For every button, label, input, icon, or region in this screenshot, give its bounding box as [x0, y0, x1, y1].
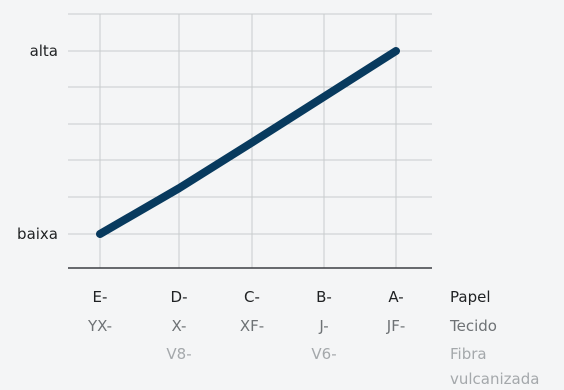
x-label-fibre: V6-	[311, 345, 336, 363]
x-label-cloth: YX-	[87, 317, 112, 335]
y-tick-label: baixa	[17, 225, 58, 243]
x-label-cloth: J-	[318, 317, 328, 335]
row-label-cloth: Tecido	[449, 317, 497, 335]
x-label-cloth: XF-	[240, 317, 264, 335]
y-axis-ticks: baixa alta	[17, 42, 58, 243]
row-label-paper: Papel	[450, 288, 490, 306]
x-label-cloth: X-	[172, 317, 187, 335]
x-label-paper: A-	[388, 288, 403, 306]
x-label-cloth: JF-	[386, 317, 405, 335]
x-label-paper: E-	[93, 288, 108, 306]
y-tick-label: alta	[30, 42, 58, 60]
series-group	[96, 47, 400, 238]
x-label-paper: C-	[244, 288, 260, 306]
x-label-paper: B-	[316, 288, 332, 306]
series-line	[96, 47, 400, 238]
row-label-fibre-line2: vulcanizada	[450, 370, 539, 388]
row-label-fibre-line1: Fibra	[450, 345, 487, 363]
row-labels: Papel Tecido Fibra vulcanizada	[449, 288, 539, 388]
x-label-fibre: V8-	[166, 345, 191, 363]
x-axis-labels: E- YX- D- X- V8- C- XF- B- J- V6- A- JF-	[87, 288, 405, 363]
grid	[68, 13, 432, 268]
x-label-paper: D-	[171, 288, 188, 306]
